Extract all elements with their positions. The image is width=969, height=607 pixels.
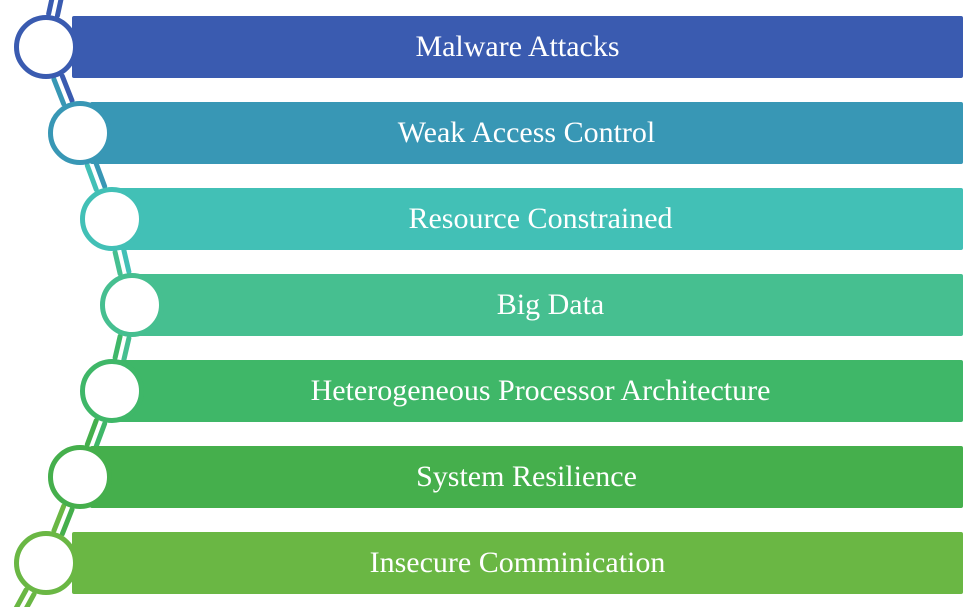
- list-label: System Resilience: [416, 460, 637, 494]
- list-node-circle: [14, 531, 78, 595]
- list-label: Resource Constrained: [408, 202, 672, 236]
- list-label: Weak Access Control: [398, 116, 656, 150]
- list-node-circle: [48, 101, 112, 165]
- list-label: Heterogeneous Processor Architecture: [311, 374, 771, 408]
- list-row: Big Data: [0, 274, 969, 336]
- connector: [54, 76, 72, 104]
- connector: [87, 162, 104, 189]
- list-row: Malware Attacks: [0, 16, 969, 78]
- list-bar: Heterogeneous Processor Architecture: [118, 360, 963, 422]
- list-bar: Malware Attacks: [72, 16, 963, 78]
- list-label: Malware Attacks: [415, 30, 619, 64]
- list-node-circle: [48, 445, 112, 509]
- security-challenges-diagram: Malware Attacks Weak Access Control Resour…: [0, 0, 969, 607]
- list-bar: Insecure Comminication: [72, 532, 963, 594]
- list-bar: Weak Access Control: [90, 102, 963, 164]
- list-row: Insecure Comminication: [0, 532, 969, 594]
- list-row: System Resilience: [0, 446, 969, 508]
- list-label: Big Data: [497, 288, 604, 322]
- list-node-circle: [80, 359, 144, 423]
- list-bar: Big Data: [138, 274, 963, 336]
- list-row: Resource Constrained: [0, 188, 969, 250]
- list-bar: Resource Constrained: [118, 188, 963, 250]
- connector: [87, 420, 104, 447]
- connector: [54, 506, 72, 534]
- connector: [115, 250, 129, 274]
- list-label: Insecure Comminication: [370, 546, 666, 580]
- connector: [49, 0, 63, 16]
- list-row: Weak Access Control: [0, 102, 969, 164]
- list-bar: System Resilience: [90, 446, 963, 508]
- list-node-circle: [14, 15, 78, 79]
- connector: [115, 336, 129, 360]
- list-node-circle: [80, 187, 144, 251]
- list-node-circle: [100, 273, 164, 337]
- list-row: Heterogeneous Processor Architecture: [0, 360, 969, 422]
